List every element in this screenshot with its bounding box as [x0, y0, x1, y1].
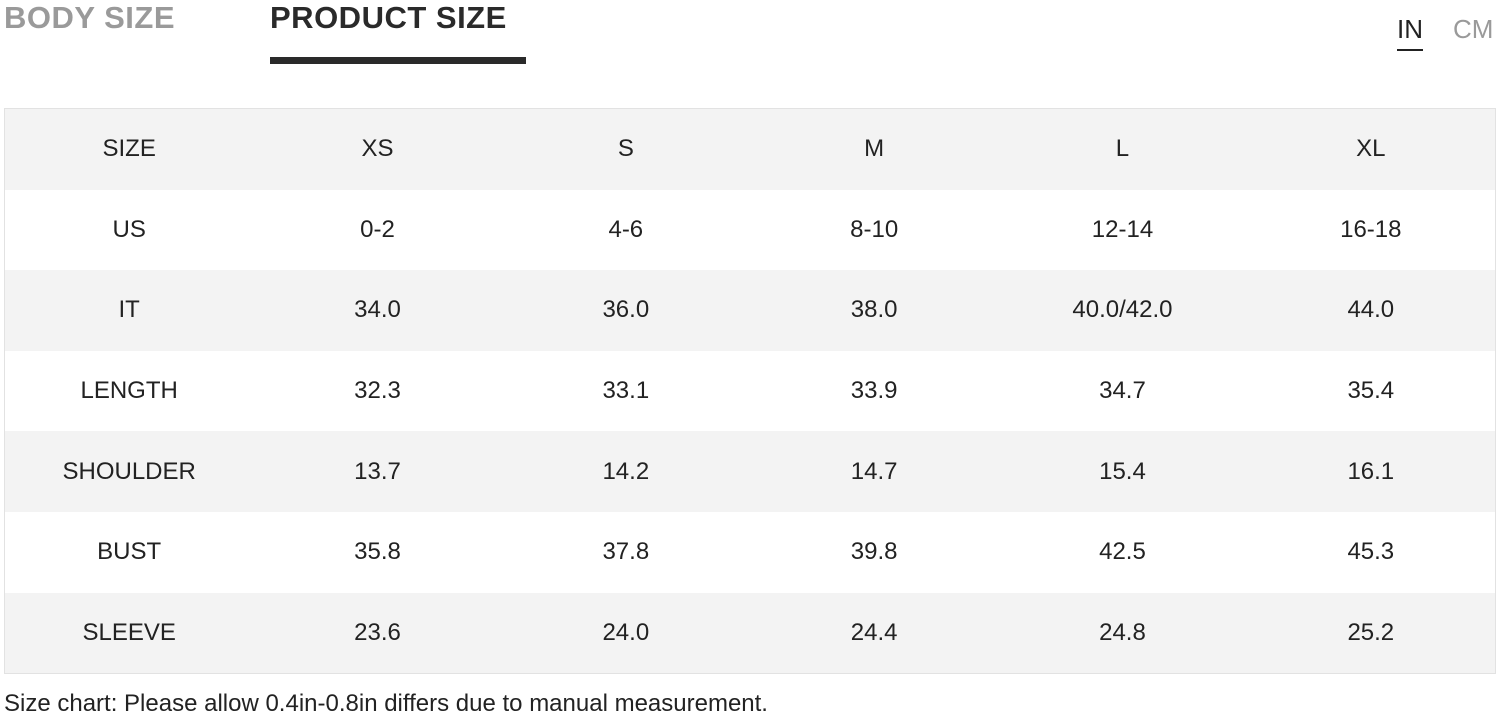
table-cell: 35.8 — [354, 538, 401, 566]
table-cell: 35.4 — [1347, 377, 1395, 405]
table-cell: 42.5 — [1099, 538, 1146, 566]
table-row: SHOULDER 13.7 14.2 14.7 15.4 16.1 — [5, 431, 1495, 512]
table-cell: 12-14 — [1091, 215, 1154, 243]
row-label: IT — [118, 296, 140, 324]
table-cell: 33.9 — [850, 377, 898, 405]
table-cell: 24.4 — [850, 618, 898, 646]
table-cell: 15.4 — [1099, 457, 1146, 485]
tab[interactable]: PRODUCT SIZE — [270, 0, 507, 35]
table-cell: 33.1 — [602, 377, 650, 405]
size-table: SIZE XS S M L XL US 0-2 4-6 8-10 12-14 16-18 IT 34.0 3… — [4, 108, 1496, 675]
table-cell: 16-18 — [1340, 215, 1402, 243]
table-cell: 4-6 — [608, 215, 644, 243]
table-cell: 44.0 — [1347, 296, 1395, 324]
table-cell: 0-2 — [360, 215, 395, 243]
table-cell: 39.8 — [850, 538, 898, 566]
table-cell: 34.7 — [1099, 377, 1146, 405]
row-label: US — [112, 215, 146, 243]
table-cell: 23.6 — [354, 618, 401, 646]
table-cell: 8-10 — [850, 215, 899, 243]
row-label: SLEEVE — [82, 618, 176, 646]
table-cell: 14.2 — [602, 457, 650, 485]
header-cell: SIZE — [102, 135, 156, 163]
table-row: LENGTH 32.3 33.1 33.9 34.7 35.4 — [5, 351, 1495, 432]
active-tab-indicator — [270, 57, 526, 64]
table-cell: 14.7 — [850, 457, 898, 485]
table-row: IT 34.0 36.0 38.0 40.0/42.0 44.0 — [5, 270, 1495, 351]
table-row: SLEEVE 23.6 24.0 24.4 24.8 25.2 — [5, 592, 1495, 674]
row-label: BUST — [97, 538, 162, 566]
table-cell: 13.7 — [354, 457, 401, 485]
table-cell: 37.8 — [602, 538, 650, 566]
unit-toggle[interactable]: CM — [1453, 14, 1494, 44]
table-cell: 40.0/42.0 — [1072, 296, 1173, 324]
table-row: BUST 35.8 37.8 39.8 42.5 45.3 — [5, 512, 1495, 593]
table-cell: 45.3 — [1347, 538, 1395, 566]
header-cell: XS — [361, 135, 394, 163]
header-row: SIZE XS S M L XL — [5, 109, 1495, 190]
header-cell: XL — [1356, 135, 1386, 163]
header-cell: S — [617, 135, 634, 163]
table-cell: 16.1 — [1347, 457, 1395, 485]
table-cell: 32.3 — [354, 377, 401, 405]
row-label: SHOULDER — [62, 457, 196, 485]
row-label: LENGTH — [80, 377, 178, 405]
tab[interactable]: BODY SIZE — [4, 0, 176, 35]
table-row: US 0-2 4-6 8-10 12-14 16-18 — [5, 190, 1495, 271]
table-cell: 25.2 — [1347, 618, 1395, 646]
unit-toggle[interactable]: IN — [1397, 14, 1423, 51]
table-cell: 36.0 — [602, 296, 650, 324]
table-cell: 38.0 — [850, 296, 898, 324]
table-cell: 24.8 — [1099, 618, 1146, 646]
note: Size chart: Please allow 0.4in-0.8in dif… — [4, 690, 768, 717]
header-cell: M — [864, 135, 885, 163]
header-cell: L — [1115, 135, 1130, 163]
table-cell: 24.0 — [602, 618, 650, 646]
table-cell: 34.0 — [354, 296, 401, 324]
